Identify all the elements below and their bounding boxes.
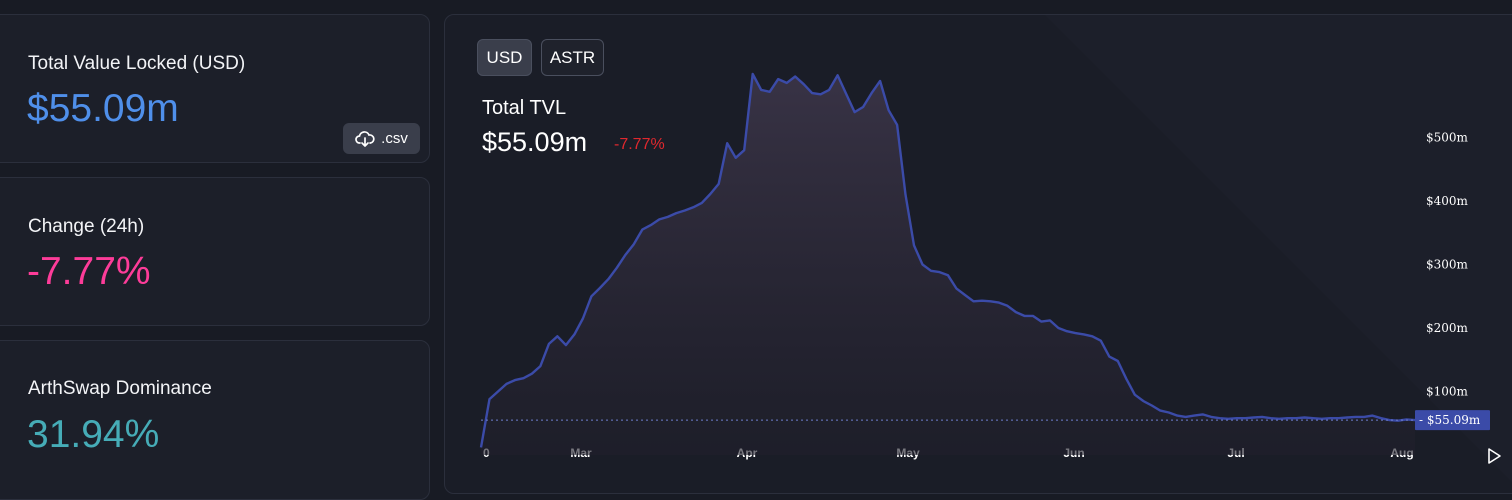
last-value-label: - $55.09m xyxy=(1415,410,1490,431)
dominance-value: 31.94% xyxy=(27,413,160,456)
tvl-label: Total Value Locked (USD) xyxy=(28,53,246,74)
change-label: Change (24h) xyxy=(28,216,145,237)
y-axis: $100m $200m $300m $400m $500m xyxy=(1426,131,1469,399)
csv-label: .csv xyxy=(381,130,408,147)
svg-text:- $55.09m: - $55.09m xyxy=(1419,413,1481,427)
tvl-card: Total Value Locked (USD) $55.09m .csv xyxy=(0,14,430,163)
usd-toggle-button[interactable]: USD xyxy=(477,39,532,76)
astr-toggle-button[interactable]: ASTR xyxy=(541,39,604,76)
y-tick-label: $100m xyxy=(1426,385,1469,399)
y-tick-label: $400m xyxy=(1426,194,1469,208)
y-tick-label: $500m xyxy=(1426,131,1469,145)
tvl-area-fill xyxy=(481,74,1415,455)
download-csv-button[interactable]: .csv xyxy=(343,123,420,154)
y-tick-label: $200m xyxy=(1426,321,1469,335)
play-icon[interactable] xyxy=(1487,447,1503,465)
tvl-series-line xyxy=(479,72,1416,448)
cloud-download-icon xyxy=(355,130,375,148)
dominance-card: ArthSwap Dominance 31.94% xyxy=(0,340,430,500)
tvl-value: $55.09m xyxy=(27,87,179,130)
dominance-label: ArthSwap Dominance xyxy=(28,378,212,399)
tvl-area-chart[interactable]: $100m$200m$300m$400m$500m 0MarAprMayJunJ… xyxy=(445,15,1512,494)
chart-title: Total TVL xyxy=(482,97,567,119)
change-card: Change (24h) -7.77% xyxy=(0,177,430,326)
background-shade xyxy=(1045,15,1512,482)
chart-total-value: $55.09m xyxy=(482,127,588,157)
change-value: -7.77% xyxy=(27,250,151,293)
chart-change: -7.77% xyxy=(614,136,665,153)
y-tick-label: $300m xyxy=(1426,258,1469,272)
chart-panel: USD ASTR Total TVL $55.09m -7.77% $100m $… xyxy=(444,14,1512,494)
